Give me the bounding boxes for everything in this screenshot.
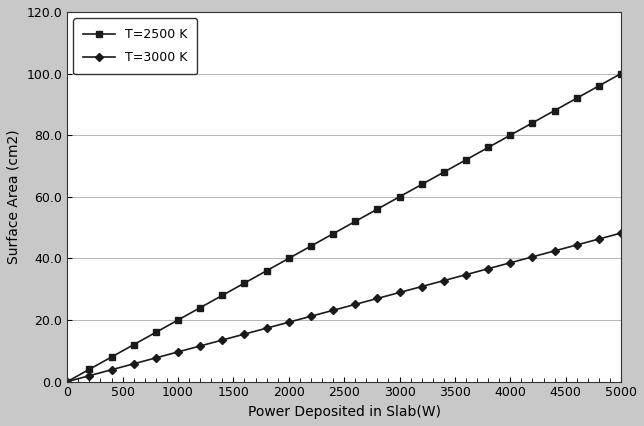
T=3000 K — [174, 349, 182, 354]
T=3000 K — [529, 254, 536, 259]
T=2500 K — [86, 367, 93, 372]
T=2500 K — [108, 354, 115, 360]
Line: T=3000 K: T=3000 K — [64, 230, 624, 384]
T=3000 K — [241, 331, 249, 337]
T=2500 K — [374, 207, 381, 212]
Y-axis label: Surface Area (cm2): Surface Area (cm2) — [7, 130, 21, 264]
T=3000 K — [418, 284, 426, 289]
T=3000 K — [285, 320, 292, 325]
T=2500 K — [285, 256, 292, 261]
T=3000 K — [108, 367, 115, 372]
T=3000 K — [307, 314, 315, 319]
T=3000 K — [573, 242, 581, 248]
T=3000 K — [440, 278, 448, 283]
T=3000 K — [130, 361, 138, 366]
T=3000 K — [152, 355, 160, 360]
T=2500 K — [263, 268, 270, 273]
T=3000 K — [374, 296, 381, 301]
T=2500 K — [196, 305, 204, 310]
T=3000 K — [352, 302, 359, 307]
T=2500 K — [418, 182, 426, 187]
T=3000 K — [263, 325, 270, 331]
T=3000 K — [63, 379, 71, 384]
T=2500 K — [329, 231, 337, 236]
T=3000 K — [462, 272, 470, 277]
T=3000 K — [86, 373, 93, 378]
T=3000 K — [329, 308, 337, 313]
T=3000 K — [196, 343, 204, 348]
T=2500 K — [218, 293, 226, 298]
T=2500 K — [551, 108, 558, 113]
T=2500 K — [462, 157, 470, 162]
T=2500 K — [307, 244, 315, 249]
T=2500 K — [352, 219, 359, 224]
T=3000 K — [551, 248, 558, 253]
T=2500 K — [241, 280, 249, 285]
T=2500 K — [152, 330, 160, 335]
T=3000 K — [617, 230, 625, 236]
T=2500 K — [506, 132, 514, 138]
T=3000 K — [506, 260, 514, 265]
T=2500 K — [573, 96, 581, 101]
T=3000 K — [595, 236, 603, 242]
T=2500 K — [130, 342, 138, 347]
T=2500 K — [529, 120, 536, 125]
T=2500 K — [174, 317, 182, 322]
T=2500 K — [617, 71, 625, 76]
Legend: T=2500 K, T=3000 K: T=2500 K, T=3000 K — [73, 18, 197, 74]
T=2500 K — [63, 379, 71, 384]
T=3000 K — [484, 266, 492, 271]
T=2500 K — [440, 170, 448, 175]
T=3000 K — [218, 337, 226, 343]
X-axis label: Power Deposited in Slab(W): Power Deposited in Slab(W) — [248, 405, 440, 419]
T=2500 K — [484, 145, 492, 150]
Line: T=2500 K: T=2500 K — [64, 71, 624, 384]
T=2500 K — [595, 83, 603, 89]
T=2500 K — [395, 194, 403, 199]
T=3000 K — [395, 290, 403, 295]
